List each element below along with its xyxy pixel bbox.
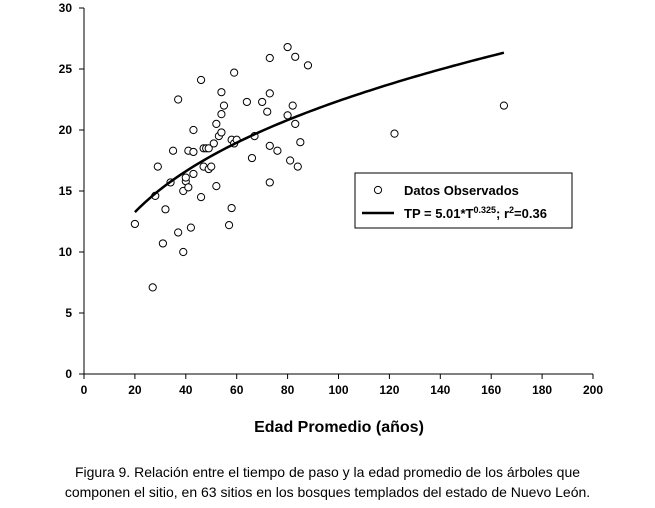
x-axis-ticks: 0 20 40 60 80 100 120 140 160 180 200 xyxy=(81,374,603,397)
y-tick-label: 20 xyxy=(59,123,73,137)
data-point xyxy=(265,89,274,98)
data-point xyxy=(242,97,251,107)
chart: 0 20 40 60 80 100 120 140 160 180 200 0 5 10 15 20 25 30… xyxy=(59,1,604,436)
data-point xyxy=(207,162,216,171)
data-point xyxy=(184,183,193,192)
x-axis-title: Edad Promedio (años) xyxy=(254,419,424,436)
data-point xyxy=(217,128,226,137)
data-point xyxy=(189,147,198,157)
data-point xyxy=(227,203,236,213)
legend-fit-r: ; r xyxy=(496,206,509,221)
x-tick-label: 40 xyxy=(179,383,193,397)
y-axis-ticks: 0 5 10 15 20 25 30 xyxy=(59,1,84,381)
caption-line-1: Figura 9. Relación entre el tiempo de pa… xyxy=(74,464,581,480)
data-point xyxy=(258,97,267,107)
data-point xyxy=(296,138,305,147)
data-point xyxy=(265,53,274,63)
data-point xyxy=(265,178,274,187)
data-point xyxy=(209,139,218,148)
y-tick-label: 30 xyxy=(59,1,73,15)
data-point xyxy=(130,219,139,229)
x-tick-label: 200 xyxy=(583,383,603,397)
x-tick-label: 120 xyxy=(379,383,399,397)
data-point xyxy=(247,153,257,163)
data-point xyxy=(174,228,183,237)
data-point xyxy=(186,223,195,232)
observed-points xyxy=(130,42,509,292)
data-point xyxy=(291,52,300,61)
data-point xyxy=(174,95,183,104)
x-tick-label: 180 xyxy=(532,383,552,397)
legend-fit-exponent: 0.325 xyxy=(474,205,497,215)
y-tick-label: 10 xyxy=(59,245,73,259)
data-point xyxy=(204,144,213,153)
data-point xyxy=(196,75,206,85)
data-point xyxy=(217,110,226,119)
x-tick-label: 60 xyxy=(230,383,244,397)
data-point xyxy=(499,101,509,110)
y-tick-label: 15 xyxy=(59,184,73,198)
data-point xyxy=(189,125,198,135)
data-point xyxy=(212,182,221,191)
data-point xyxy=(293,162,302,171)
data-point xyxy=(168,146,178,155)
data-point xyxy=(303,61,313,70)
y-tick-label: 25 xyxy=(59,62,73,76)
data-point xyxy=(181,173,190,182)
y-tick-label: 5 xyxy=(65,306,72,320)
data-point xyxy=(286,156,295,165)
figure-caption: Figura 9. Relación entre el tiempo de pa… xyxy=(0,462,655,502)
data-point xyxy=(153,162,162,171)
legend-marker-observed xyxy=(373,185,383,195)
legend-label-fit: TP = 5.01*T0.325; r2=0.36 xyxy=(404,205,547,221)
fit-curve xyxy=(134,51,505,214)
data-point xyxy=(283,42,292,52)
legend-box xyxy=(354,172,573,229)
caption-line-2: componen el sitio, en 63 sitios en los b… xyxy=(64,484,591,500)
data-point xyxy=(196,193,206,202)
legend-label-observed: Datos Observados xyxy=(404,183,519,198)
data-point xyxy=(273,146,282,155)
data-point xyxy=(224,221,234,230)
y-tick-label: 0 xyxy=(65,367,72,381)
data-point xyxy=(161,205,170,214)
x-tick-label: 20 xyxy=(128,383,142,397)
data-point xyxy=(212,119,221,129)
data-point xyxy=(158,239,167,248)
data-point xyxy=(291,119,300,129)
legend-fit-equation: TP = 5.01*T xyxy=(404,206,474,221)
data-point xyxy=(219,101,229,110)
x-tick-label: 80 xyxy=(281,383,295,397)
data-point xyxy=(230,68,239,77)
data-point xyxy=(148,283,157,292)
legend: Datos Observados TP = 5.01*T0.325; r2=0.… xyxy=(354,172,573,229)
data-point xyxy=(265,141,274,150)
x-tick-label: 0 xyxy=(81,383,88,397)
data-point xyxy=(263,107,272,116)
data-point xyxy=(179,247,188,257)
x-tick-label: 140 xyxy=(430,383,450,397)
data-point xyxy=(189,169,198,179)
data-point xyxy=(217,88,226,97)
legend-fit-r-value: =0.36 xyxy=(514,206,547,221)
x-tick-label: 160 xyxy=(481,383,501,397)
data-point xyxy=(390,129,399,138)
data-point xyxy=(288,101,297,110)
x-tick-label: 100 xyxy=(328,383,348,397)
legend-fit-r-sup: 2 xyxy=(509,205,514,215)
